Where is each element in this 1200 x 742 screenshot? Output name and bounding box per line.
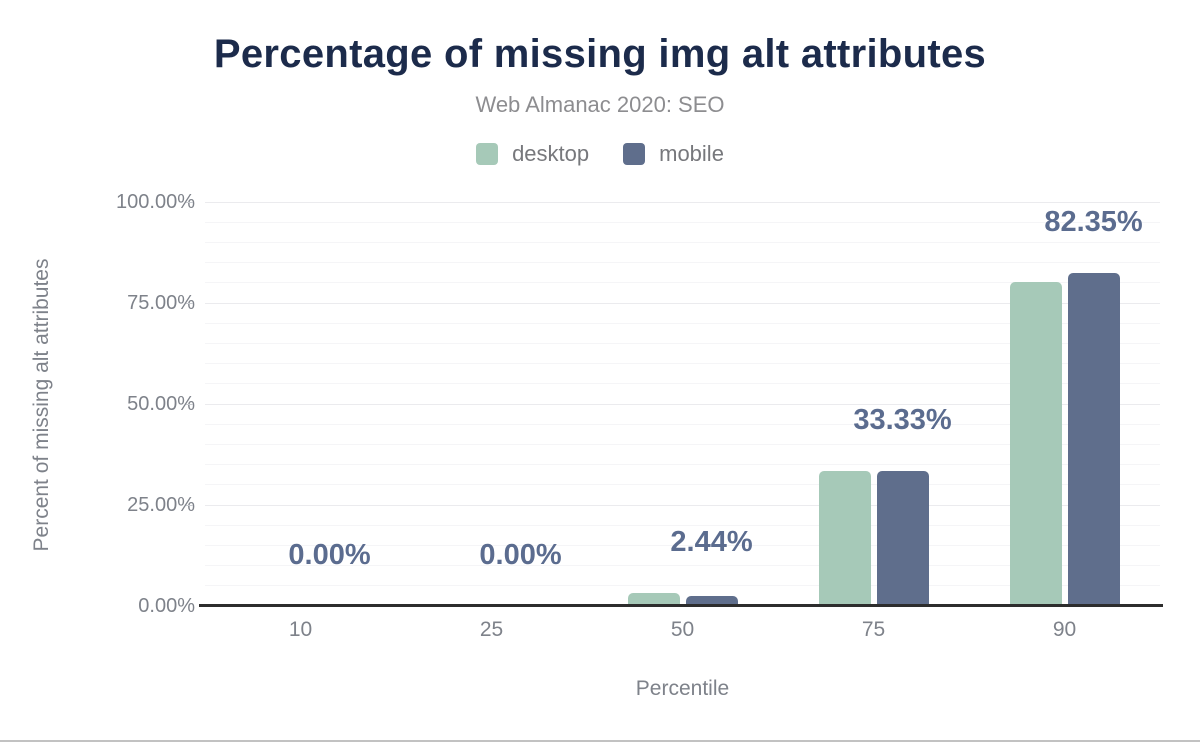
gridline-major [205, 201, 1160, 203]
value-label-p90: 82.35% [1044, 206, 1143, 239]
gridline-minor [205, 565, 1160, 567]
plot-area: 0.00% 0.00% 2.44% 33.33% 82.35% [186, 201, 1163, 607]
bar-group-p75: 33.33% [778, 202, 969, 606]
x-tick-label-75: 75 [861, 618, 886, 641]
value-label-p75: 33.33% [853, 404, 952, 437]
x-axis-tick-labels: 10 25 50 75 90 [205, 618, 1160, 642]
gridline-major [205, 403, 1160, 405]
bar-pair [818, 471, 929, 606]
bar-group-p10: 0.00% [205, 202, 396, 606]
gridline-major [205, 504, 1160, 506]
mobile-bar-p50 [685, 596, 738, 606]
y-tick-label: 100.00% [116, 191, 195, 213]
x-tick-label-90: 90 [1052, 618, 1077, 641]
gridline-minor [205, 322, 1160, 324]
bar-pair [1009, 273, 1120, 606]
value-label-p10: 0.00% [288, 539, 371, 571]
x-tick-label-10: 10 [288, 618, 313, 641]
desktop-bar-p50 [627, 593, 680, 606]
y-tick-label: 75.00% [127, 292, 195, 314]
gridline-minor [205, 363, 1160, 365]
gridline-minor [205, 443, 1160, 445]
y-axis-tick [186, 302, 193, 304]
bar-group-p90: 82.35% [969, 202, 1160, 606]
gridline-minor [205, 423, 1160, 425]
legend-swatch-desktop [476, 143, 499, 165]
gridline-minor [205, 383, 1160, 385]
desktop-bar-p75 [818, 471, 871, 606]
gridline-minor [205, 342, 1160, 344]
x-tick-label-50: 50 [670, 618, 695, 641]
value-label-p25: 0.00% [479, 539, 562, 571]
gridline-minor [205, 585, 1160, 587]
legend-swatch-mobile [623, 143, 646, 165]
bar-group-p25: 0.00% [396, 202, 587, 606]
bar-pair [627, 593, 738, 606]
gridline-minor [205, 221, 1160, 223]
gridline-minor [205, 241, 1160, 243]
x-axis-line [199, 604, 1163, 607]
gridline-minor [205, 524, 1160, 526]
y-axis-tick [186, 201, 193, 203]
mobile-bar-p75 [876, 471, 929, 606]
value-label-p50: 2.44% [670, 526, 753, 559]
y-tick-label: 25.00% [127, 494, 195, 516]
y-axis-tick [186, 504, 193, 506]
legend-item-mobile: mobile [623, 141, 724, 167]
gridline-minor [205, 544, 1160, 546]
x-tick-label-25: 25 [479, 618, 504, 641]
chart-title: Percentage of missing img alt attributes [213, 32, 987, 76]
bar-groups: 0.00% 0.00% 2.44% 33.33% 82.35% [205, 202, 1160, 606]
desktop-bar-p90 [1009, 282, 1062, 606]
mobile-bar-p90 [1067, 273, 1120, 606]
legend-item-desktop: desktop [476, 141, 589, 167]
gridline-major [205, 302, 1160, 304]
y-tick-label: 0.00% [138, 595, 195, 617]
chart-legend: desktop mobile [0, 141, 1200, 167]
bar-group-p50: 2.44% [587, 202, 778, 606]
y-axis-tick [186, 403, 193, 405]
gridline-minor [205, 282, 1160, 284]
y-tick-label: 50.00% [127, 393, 195, 415]
x-axis-title: Percentile [635, 677, 730, 700]
gridline-minor [205, 484, 1160, 486]
legend-label: desktop [512, 141, 590, 166]
gridline-minor [205, 262, 1160, 264]
chart-subtitle: Web Almanac 2020: SEO [475, 92, 725, 117]
legend-label: mobile [659, 141, 724, 166]
gridline-minor [205, 464, 1160, 466]
